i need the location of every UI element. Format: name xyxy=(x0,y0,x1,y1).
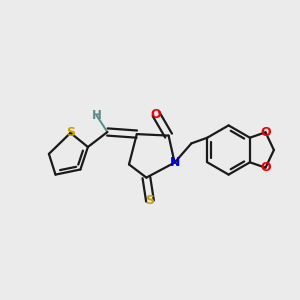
Text: O: O xyxy=(260,161,271,174)
Text: S: S xyxy=(146,194,154,208)
Text: N: N xyxy=(169,156,180,169)
Text: O: O xyxy=(151,107,161,121)
Text: H: H xyxy=(92,109,101,122)
Text: O: O xyxy=(260,126,271,139)
Text: S: S xyxy=(66,126,75,140)
